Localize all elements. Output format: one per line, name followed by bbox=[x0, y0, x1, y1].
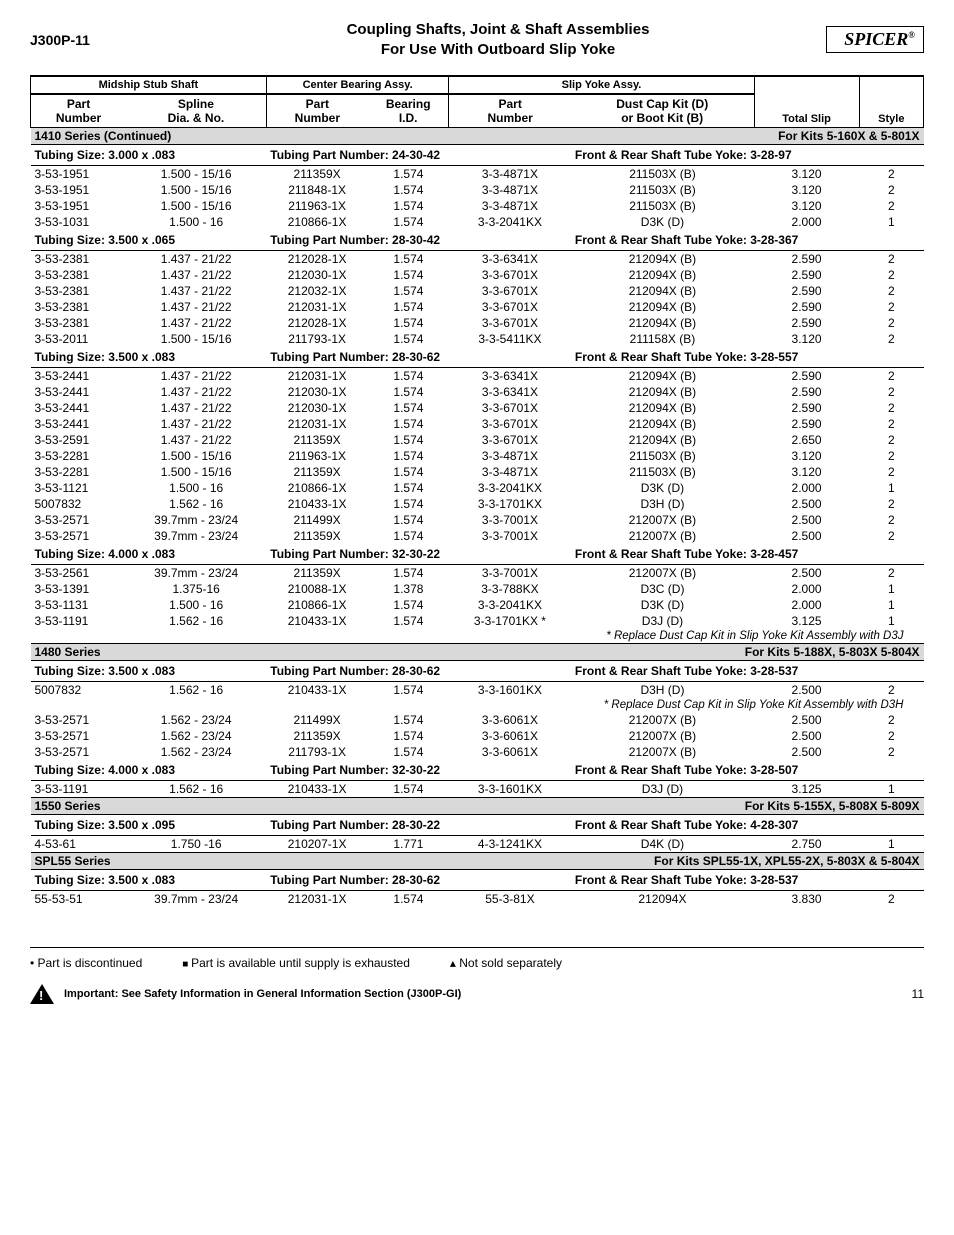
table-row: 3-53-23811.437 - 21/22212031-1X1.5743-3-… bbox=[31, 299, 924, 315]
note-row: * Replace Dust Cap Kit in Slip Yoke Kit … bbox=[31, 629, 924, 644]
table-row: 55-53-5139.7mm - 23/24212031-1X1.57455-3… bbox=[31, 891, 924, 908]
col-style: Style bbox=[859, 76, 923, 128]
title-line-2: For Use With Outboard Slip Yoke bbox=[381, 41, 615, 58]
col-part-number: PartNumber bbox=[31, 94, 127, 128]
table-row: 3-53-23811.437 - 21/22212030-1X1.5743-3-… bbox=[31, 267, 924, 283]
group-midship: Midship Stub Shaft bbox=[31, 76, 267, 94]
column-group-row: Midship Stub Shaft Center Bearing Assy. … bbox=[31, 76, 924, 94]
table-row: 3-53-19511.500 - 15/16211848-1X1.5743-3-… bbox=[31, 182, 924, 198]
table-row: 3-53-11911.562 - 16210433-1X1.5743-3-170… bbox=[31, 613, 924, 629]
important-text: Important: See Safety Information in Gen… bbox=[64, 988, 902, 1000]
col-dust-cap: Dust Cap Kit (D)or Boot Kit (B) bbox=[571, 94, 754, 128]
page-title: Coupling Shafts, Joint & Shaft Assemblie… bbox=[170, 20, 826, 59]
parts-table: Midship Stub Shaft Center Bearing Assy. … bbox=[30, 75, 924, 907]
table-row: 50078321.562 - 16210433-1X1.5743-3-1601K… bbox=[31, 682, 924, 699]
table-row: 3-53-19511.500 - 15/16211359X1.5743-3-48… bbox=[31, 166, 924, 183]
legend-not-sold: Not sold separately bbox=[450, 956, 562, 970]
table-row: 3-53-22811.500 - 15/16211359X1.5743-3-48… bbox=[31, 464, 924, 480]
table-row: 3-53-23811.437 - 21/22212028-1X1.5743-3-… bbox=[31, 251, 924, 268]
table-row: 3-53-24411.437 - 21/22212030-1X1.5743-3-… bbox=[31, 384, 924, 400]
tubing-row: Tubing Size: 3.500 x .083Tubing Part Num… bbox=[31, 661, 924, 682]
col-spline: SplineDia. & No. bbox=[126, 94, 266, 128]
table-row: 4-53-611.750 -16210207-1X1.7714-3-1241KX… bbox=[31, 836, 924, 853]
table-row: 3-53-23811.437 - 21/22212032-1X1.5743-3-… bbox=[31, 283, 924, 299]
page-header: J300P-11 Coupling Shafts, Joint & Shaft … bbox=[30, 20, 924, 59]
table-row: 3-53-24411.437 - 21/22212031-1X1.5743-3-… bbox=[31, 368, 924, 385]
page-number: 11 bbox=[912, 987, 924, 1001]
tubing-row: Tubing Size: 3.500 x .065Tubing Part Num… bbox=[31, 230, 924, 251]
table-row: 50078321.562 - 16210433-1X1.5743-3-1701K… bbox=[31, 496, 924, 512]
note-row: * Replace Dust Cap Kit in Slip Yoke Kit … bbox=[31, 698, 924, 712]
group-center-bearing: Center Bearing Assy. bbox=[266, 76, 449, 94]
logo-text: SPICER bbox=[844, 29, 908, 49]
series-row: 1550 SeriesFor Kits 5-155X, 5-808X 5-809… bbox=[31, 798, 924, 815]
group-slip-yoke: Slip Yoke Assy. bbox=[449, 76, 754, 94]
col-sy-part: PartNumber bbox=[449, 94, 571, 128]
table-row: 3-53-257139.7mm - 23/24211359X1.5743-3-7… bbox=[31, 528, 924, 544]
legend-limited: Part is available until supply is exhaus… bbox=[182, 956, 410, 970]
col-total-slip: Total Slip bbox=[754, 76, 859, 128]
important-footer: Important: See Safety Information in Gen… bbox=[30, 984, 924, 1004]
table-row: 3-53-24411.437 - 21/22212031-1X1.5743-3-… bbox=[31, 416, 924, 432]
series-row: 1480 SeriesFor Kits 5-188X, 5-803X 5-804… bbox=[31, 644, 924, 661]
table-row: 3-53-257139.7mm - 23/24211499X1.5743-3-7… bbox=[31, 512, 924, 528]
spicer-logo: SPICER® bbox=[826, 26, 924, 53]
table-row: 3-53-22811.500 - 15/16211963-1X1.5743-3-… bbox=[31, 448, 924, 464]
table-row: 3-53-10311.500 - 16210866-1X1.5743-3-204… bbox=[31, 214, 924, 230]
table-row: 3-53-24411.437 - 21/22212030-1X1.5743-3-… bbox=[31, 400, 924, 416]
table-row: 3-53-25711.562 - 23/24211499X1.5743-3-60… bbox=[31, 712, 924, 728]
table-row: 3-53-19511.500 - 15/16211963-1X1.5743-3-… bbox=[31, 198, 924, 214]
col-bearing-id: BearingI.D. bbox=[368, 94, 449, 128]
table-row: 3-53-13911.375-16210088-1X1.3783-3-788KX… bbox=[31, 581, 924, 597]
tubing-row: Tubing Size: 3.500 x .083Tubing Part Num… bbox=[31, 870, 924, 891]
series-row: SPL55 SeriesFor Kits SPL55-1X, XPL55-2X,… bbox=[31, 853, 924, 870]
series-row: 1410 Series (Continued)For Kits 5-160X &… bbox=[31, 128, 924, 145]
tubing-row: Tubing Size: 3.500 x .083Tubing Part Num… bbox=[31, 347, 924, 368]
title-line-1: Coupling Shafts, Joint & Shaft Assemblie… bbox=[347, 21, 650, 38]
table-row: 3-53-11311.500 - 16210866-1X1.5743-3-204… bbox=[31, 597, 924, 613]
col-cb-part: PartNumber bbox=[266, 94, 368, 128]
table-row: 3-53-20111.500 - 15/16211793-1X1.5743-3-… bbox=[31, 331, 924, 347]
table-row: 3-53-25711.562 - 23/24211793-1X1.5743-3-… bbox=[31, 744, 924, 760]
table-row: 3-53-23811.437 - 21/22212028-1X1.5743-3-… bbox=[31, 315, 924, 331]
table-row: 3-53-25911.437 - 21/22211359X1.5743-3-67… bbox=[31, 432, 924, 448]
legend-discontinued: Part is discontinued bbox=[30, 956, 142, 970]
table-row: 3-53-11211.500 - 16210866-1X1.5743-3-204… bbox=[31, 480, 924, 496]
table-row: 3-53-256139.7mm - 23/24211359X1.5743-3-7… bbox=[31, 565, 924, 582]
tubing-row: Tubing Size: 3.000 x .083Tubing Part Num… bbox=[31, 145, 924, 166]
table-row: 3-53-25711.562 - 23/24211359X1.5743-3-60… bbox=[31, 728, 924, 744]
tubing-row: Tubing Size: 4.000 x .083Tubing Part Num… bbox=[31, 760, 924, 781]
tubing-row: Tubing Size: 3.500 x .095Tubing Part Num… bbox=[31, 815, 924, 836]
table-row: 3-53-11911.562 - 16210433-1X1.5743-3-160… bbox=[31, 781, 924, 798]
warning-icon bbox=[30, 984, 54, 1004]
page-code: J300P-11 bbox=[30, 32, 170, 48]
legend-footer: Part is discontinued Part is available u… bbox=[30, 947, 924, 970]
tubing-row: Tubing Size: 4.000 x .083Tubing Part Num… bbox=[31, 544, 924, 565]
table-body: 1410 Series (Continued)For Kits 5-160X &… bbox=[31, 128, 924, 908]
